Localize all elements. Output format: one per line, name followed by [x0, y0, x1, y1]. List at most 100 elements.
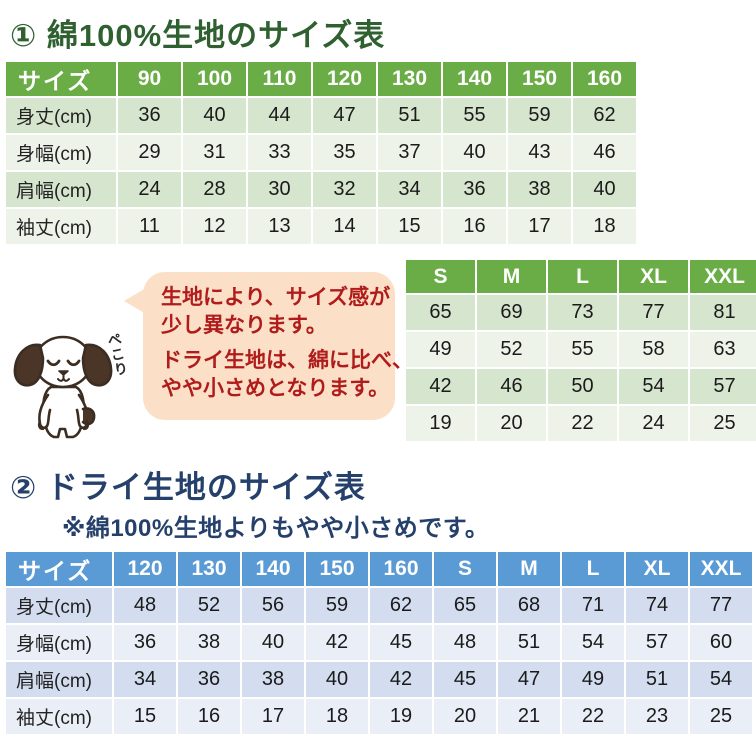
cell: 48 — [434, 625, 496, 660]
cell: 18 — [573, 209, 636, 244]
cell: 25 — [690, 699, 752, 734]
cell: 18 — [306, 699, 368, 734]
col-header-m: M — [477, 260, 546, 293]
cell: 20 — [477, 406, 546, 441]
cell: 57 — [626, 625, 688, 660]
cell: 38 — [242, 662, 304, 697]
table-header-row: S M L XL XXL — [406, 260, 756, 293]
cell: 45 — [434, 662, 496, 697]
cell: 47 — [313, 98, 376, 133]
cell: 55 — [548, 332, 617, 367]
speech-bubble-tail — [124, 288, 146, 314]
cell: 17 — [508, 209, 571, 244]
table-row: 19 20 22 24 25 — [406, 406, 756, 441]
cell: 46 — [573, 135, 636, 170]
cell: 60 — [690, 625, 752, 660]
cell: 40 — [306, 662, 368, 697]
cell: 51 — [626, 662, 688, 697]
cell: 17 — [242, 699, 304, 734]
cell: 19 — [406, 406, 475, 441]
row-label: 身幅(cm) — [6, 135, 116, 170]
col-header-150: 150 — [306, 552, 368, 586]
cell: 62 — [573, 98, 636, 133]
cell: 37 — [378, 135, 441, 170]
col-header-100: 100 — [183, 62, 246, 96]
cell: 56 — [242, 588, 304, 623]
cell: 40 — [443, 135, 506, 170]
table-row: 身幅(cm) 36 38 40 42 45 48 51 54 57 60 — [6, 625, 752, 660]
col-header-160: 160 — [370, 552, 432, 586]
cell: 38 — [508, 172, 571, 207]
row-label: 身幅(cm) — [6, 625, 112, 660]
cell: 14 — [313, 209, 376, 244]
cell: 42 — [306, 625, 368, 660]
cell: 57 — [690, 369, 756, 404]
cell: 43 — [508, 135, 571, 170]
header-size-label: サイズ — [6, 552, 112, 586]
cell: 48 — [114, 588, 176, 623]
cell: 51 — [498, 625, 560, 660]
cell: 28 — [183, 172, 246, 207]
cell: 69 — [477, 295, 546, 330]
cell: 77 — [690, 588, 752, 623]
cell: 40 — [242, 625, 304, 660]
cell: 33 — [248, 135, 311, 170]
bubble-line-1: 生地により、サイズ感が — [161, 286, 391, 309]
table-row: 42 46 50 54 57 — [406, 369, 756, 404]
bubble-line-4: やや小さめとなります。 — [161, 377, 390, 401]
cell: 30 — [248, 172, 311, 207]
cell: 49 — [406, 332, 475, 367]
col-header-130: 130 — [178, 552, 240, 586]
cell: 36 — [114, 625, 176, 660]
cell: 36 — [443, 172, 506, 207]
cell: 24 — [118, 172, 181, 207]
bubble-line-2: 少し異なります。 — [161, 313, 327, 337]
section2-subheading: ※綿100%生地よりもやや小さめです。 — [62, 515, 490, 542]
cell: 29 — [118, 135, 181, 170]
col-header-s: S — [434, 552, 496, 586]
cell: 47 — [498, 662, 560, 697]
row-label: 袖丈(cm) — [6, 699, 112, 734]
table-row: 袖丈(cm) 15 16 17 18 19 20 21 22 23 25 — [6, 699, 752, 734]
cell: 54 — [562, 625, 624, 660]
cell: 42 — [406, 369, 475, 404]
table-row: 65 69 73 77 81 — [406, 295, 756, 330]
cell: 34 — [114, 662, 176, 697]
cell: 20 — [434, 699, 496, 734]
col-header-160: 160 — [573, 62, 636, 96]
row-label: 身丈(cm) — [6, 588, 112, 623]
cell: 55 — [443, 98, 506, 133]
row-label: 肩幅(cm) — [6, 172, 116, 207]
col-header-110: 110 — [248, 62, 311, 96]
cell: 12 — [183, 209, 246, 244]
table-row: 肩幅(cm) 24 28 30 32 34 36 38 40 — [6, 172, 636, 207]
col-header-s: S — [406, 260, 475, 293]
row-label: 袖丈(cm) — [6, 209, 116, 244]
cell: 68 — [498, 588, 560, 623]
table-row: 身丈(cm) 48 52 56 59 62 65 68 71 74 77 — [6, 588, 752, 623]
cell: 15 — [114, 699, 176, 734]
cell: 36 — [118, 98, 181, 133]
col-header-xxl: XXL — [690, 260, 756, 293]
col-header-120: 120 — [313, 62, 376, 96]
cell: 81 — [690, 295, 756, 330]
cell: 46 — [477, 369, 546, 404]
dry-fabric-size-table: サイズ 120 130 140 150 160 S M L XL XXL 身丈(… — [4, 550, 754, 736]
col-header-xl: XL — [619, 260, 688, 293]
cell: 71 — [562, 588, 624, 623]
cell: 51 — [378, 98, 441, 133]
cell: 22 — [548, 406, 617, 441]
table-row: 49 52 55 58 63 — [406, 332, 756, 367]
col-header-140: 140 — [242, 552, 304, 586]
col-header-140: 140 — [443, 62, 506, 96]
col-header-120: 120 — [114, 552, 176, 586]
cell: 40 — [573, 172, 636, 207]
fabric-note-speech-bubble: 生地により、サイズ感が 少し異なります。 ドライ生地は、綿に比べ、 やや小さめと… — [124, 272, 413, 420]
cell: 58 — [619, 332, 688, 367]
cell: 59 — [508, 98, 571, 133]
cell: 52 — [178, 588, 240, 623]
col-header-xxl: XXL — [690, 552, 752, 586]
cell: 52 — [477, 332, 546, 367]
cell: 11 — [118, 209, 181, 244]
table-header-row: サイズ 120 130 140 150 160 S M L XL XXL — [6, 552, 752, 586]
